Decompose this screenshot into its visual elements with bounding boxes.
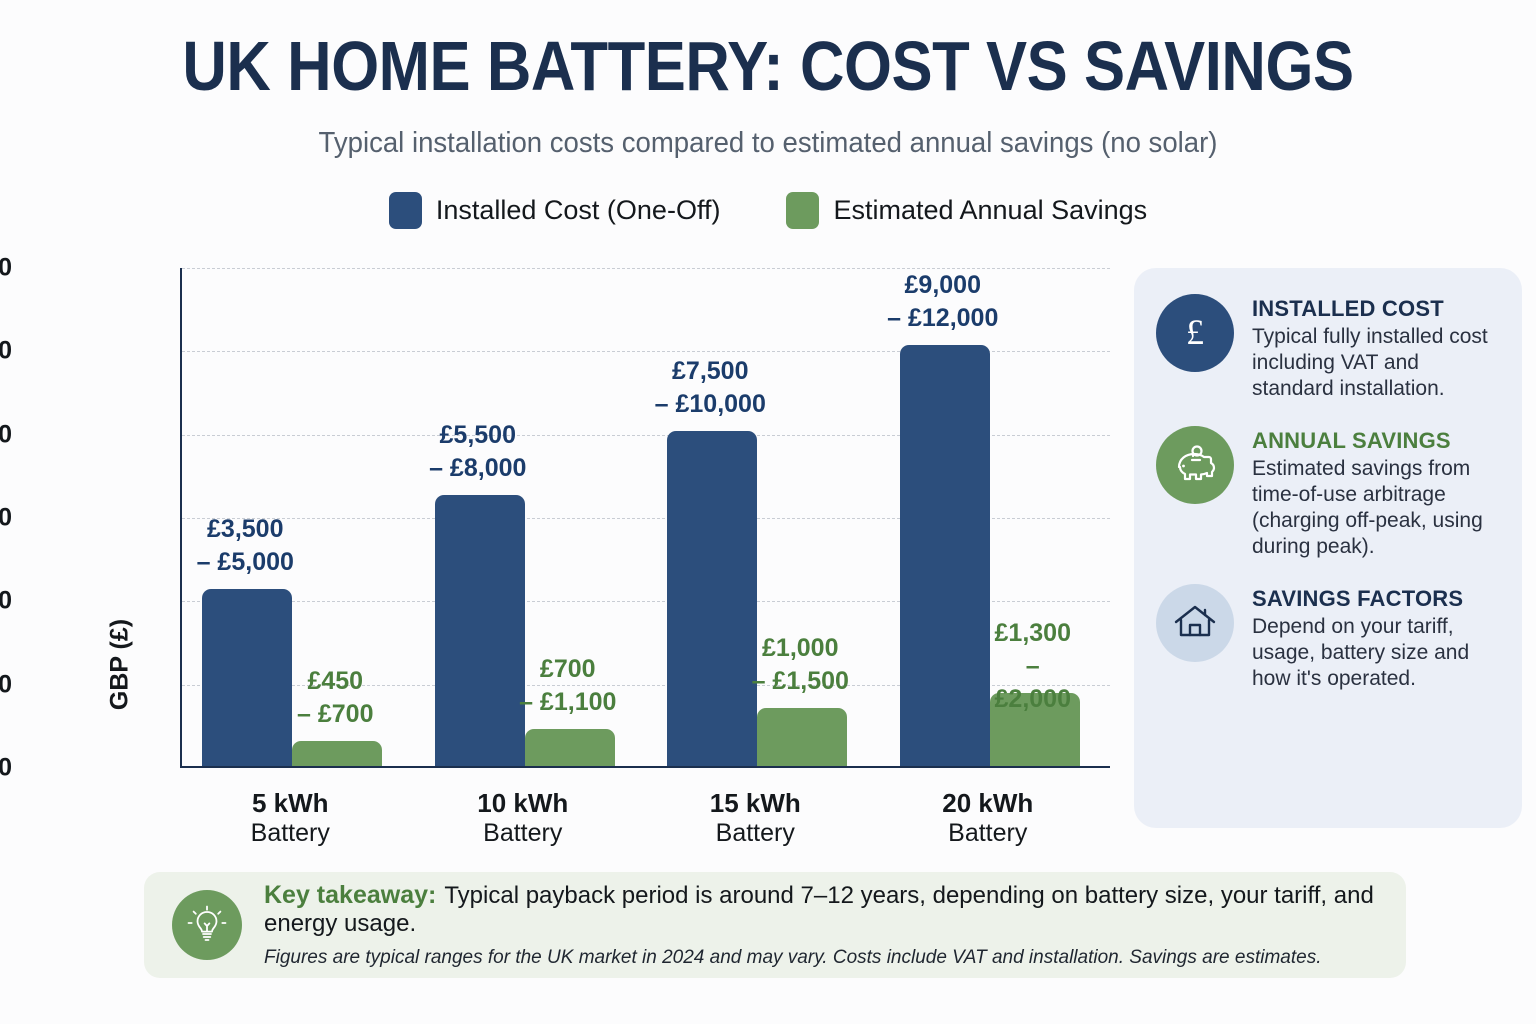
pound-icon: £ [1156,294,1234,372]
legend-swatch-installed-cost [388,192,422,229]
x-axis-tick-capacity: 10 kWh [477,788,569,818]
legend-label-annual-savings: Estimated Annual Savings [833,195,1148,225]
x-axis-tick-unit: Battery [483,819,563,847]
x-axis-tick-unit: Battery [948,819,1028,847]
y-axis-tick-label: £0 [0,753,12,782]
bar-value-label: £450 – £700 [297,667,374,728]
y-axis-tick-label: £8,000 [0,420,12,449]
svg-text:£: £ [1186,312,1204,352]
gridline [182,601,1110,603]
x-axis-tick-label: 10 kWh Battery [477,788,568,848]
sidebar-heading-installed-cost: INSTALLED COST [1252,296,1444,321]
key-takeaway-body: Typical payback period is around 7–12 ye… [264,882,1374,937]
bar-installed-cost [202,588,293,766]
gridline [182,268,1110,269]
key-takeaway-text: Key takeaway: Typical payback period is a… [264,881,1378,969]
key-takeaway-panel: Key takeaway: Typical payback period is a… [144,872,1406,978]
y-axis-title: GBP (£) [105,618,134,711]
key-takeaway-main: Key takeaway: Typical payback period is a… [264,881,1378,938]
y-axis-tick-label: £4,000 [0,586,12,615]
plot-area [180,268,1110,768]
bar-installed-cost [667,430,758,766]
y-axis-tick-label: £2,000 [0,670,12,699]
x-axis-tick-unit: Battery [715,819,795,847]
piggy-bank-icon [1156,426,1234,504]
sidebar-body-annual-savings: Estimated savings from time-of-use arbit… [1252,457,1483,558]
bar-installed-cost [434,495,525,766]
legend-label-installed-cost: Installed Cost (One-Off) [435,195,721,225]
x-axis-tick-capacity: 20 kWh [942,788,1034,818]
page-subtitle: Typical installation costs compared to e… [318,127,1218,159]
bar-annual-savings [757,707,848,766]
sidebar-text-installed-cost: INSTALLED COST Typical fully installed c… [1252,294,1500,402]
legend-item-installed-cost: Installed Cost (One-Off) [388,192,721,229]
legend-item-annual-savings: Estimated Annual Savings [786,192,1147,229]
sidebar-heading-annual-savings: ANNUAL SAVINGS [1252,428,1451,453]
x-axis-tick-label: 5 kWh Battery [251,788,330,848]
gridline [182,351,1110,353]
lightbulb-icon [172,890,242,960]
bar-annual-savings [524,728,615,766]
bar-installed-cost [899,345,990,766]
gridline [182,684,1110,686]
x-axis-tick-capacity: 5 kWh [251,788,329,818]
y-axis-tick-label: £10,000 [0,336,12,365]
y-axis-tick-label: £12,000 [0,253,12,282]
sidebar-heading-savings-factors: SAVINGS FACTORS [1252,586,1464,611]
sidebar-text-annual-savings: ANNUAL SAVINGS Estimated savings from ti… [1252,426,1500,560]
sidebar-item-annual-savings: ANNUAL SAVINGS Estimated savings from ti… [1156,426,1500,560]
bar-value-label: £3,500 – £5,000 [196,514,294,576]
x-axis-tick-label: 20 kWh Battery [942,788,1033,848]
info-sidebar: £ INSTALLED COST Typical fully installed… [1134,268,1522,828]
bar-value-label: £9,000 – £12,000 [887,271,999,333]
bar-annual-savings [989,693,1080,766]
y-axis-tick-label: £6,000 [0,503,12,532]
sidebar-text-savings-factors: SAVINGS FACTORS Depend on your tariff, u… [1252,584,1500,692]
bar-value-label: £700 – £1,100 [519,654,617,716]
sidebar-item-savings-factors: SAVINGS FACTORS Depend on your tariff, u… [1156,584,1500,692]
sidebar-body-installed-cost: Typical fully installed cost including V… [1252,325,1488,400]
chart-legend: Installed Cost (One-Off) Estimated Annua… [0,192,1536,229]
x-axis-tick-label: 15 kWh Battery [710,788,801,848]
sidebar-item-installed-cost: £ INSTALLED COST Typical fully installed… [1156,294,1500,402]
page-title: UK HOME BATTERY: COST VS SAVINGS [182,27,1354,105]
legend-swatch-annual-savings [786,192,820,229]
x-axis-tick-unit: Battery [250,819,330,847]
bar-value-label: £1,300 – £2,000 [994,619,1071,714]
gridline [182,518,1110,519]
house-icon [1156,584,1234,662]
sidebar-body-savings-factors: Depend on your tariff, usage, battery si… [1252,615,1470,690]
key-takeaway-footnote: Figures are typical ranges for the UK ma… [264,947,1322,968]
x-axis-tick-capacity: 15 kWh [709,788,801,818]
bar-value-label: £7,500 – £10,000 [654,356,766,418]
bar-value-label: £5,500 – £8,000 [429,421,527,483]
bar-annual-savings [292,741,383,766]
gridline [182,434,1110,436]
key-takeaway-label: Key takeaway: [264,881,437,909]
bar-value-label: £1,000 – £1,500 [751,633,849,695]
bar-chart: GBP (£) £0 £2,000 £4,000 £6,000 £8,000 £10,00… [0,253,1130,855]
